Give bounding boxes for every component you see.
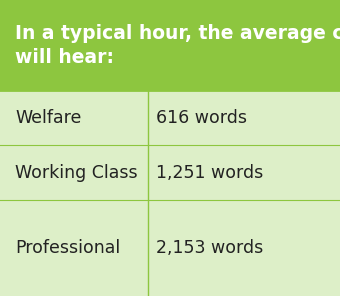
Text: 616 words: 616 words (156, 109, 248, 127)
Text: Professional: Professional (15, 239, 121, 257)
Bar (0, 0, 340, 90)
Text: Welfare: Welfare (15, 109, 82, 127)
Text: 2,153 words: 2,153 words (156, 239, 264, 257)
Text: 1,251 words: 1,251 words (156, 164, 264, 182)
Text: Working Class: Working Class (15, 164, 138, 182)
Bar (0, 90, 340, 296)
Text: In a typical hour, the average child
will hear:: In a typical hour, the average child wil… (15, 23, 340, 67)
